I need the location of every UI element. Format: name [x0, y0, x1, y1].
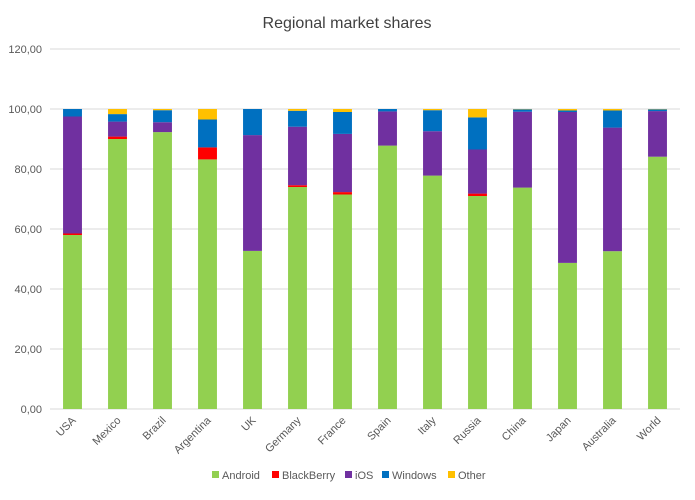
bar-windows-russia — [468, 117, 487, 150]
legend-swatch-windows — [382, 471, 389, 478]
y-axis-labels: 0,00 20,00 40,00 60,00 80,00 100,00 120,00 — [8, 44, 42, 416]
x-tick-label: Russia — [451, 414, 484, 447]
bar-android-argentina — [198, 159, 217, 409]
bar-ios-france — [333, 133, 352, 193]
bar-blackberry-argentina — [198, 147, 217, 160]
y-tick-label: 120,00 — [8, 44, 42, 56]
bar-ios-russia — [468, 149, 487, 194]
legend-swatch-blackberry — [272, 471, 279, 478]
legend-label-blackberry: BlackBerry — [282, 470, 336, 482]
bar-windows-world — [648, 109, 667, 112]
bar-windows-spain — [378, 109, 397, 112]
bar-ios-usa — [63, 116, 82, 234]
bar-android-china — [513, 187, 532, 409]
legend: Android BlackBerry iOS Windows Other — [212, 470, 486, 482]
x-tick-label: UK — [239, 414, 259, 434]
x-tick-label: Italy — [416, 414, 439, 437]
bar-ios-germany — [288, 126, 307, 186]
x-tick-label: Australia — [580, 414, 619, 453]
bar-android-japan — [558, 262, 577, 409]
y-tick-label: 100,00 — [8, 104, 42, 116]
legend-swatch-other — [448, 471, 455, 478]
bar-ios-japan — [558, 112, 577, 263]
bar-windows-argentina — [198, 119, 217, 148]
x-tick-label: Argentina — [172, 414, 214, 456]
bar-blackberry-russia — [468, 193, 487, 196]
legend-label-ios: iOS — [355, 470, 373, 482]
y-tick-label: 40,00 — [14, 284, 42, 296]
bar-other-japan — [558, 109, 577, 111]
bar-other-mexico — [108, 109, 127, 115]
bar-other-russia — [468, 109, 487, 118]
bar-other-italy — [423, 109, 442, 111]
bar-ios-china — [513, 111, 532, 188]
bar-windows-france — [333, 112, 352, 134]
bar-android-australia — [603, 251, 622, 409]
y-tick-label: 80,00 — [14, 164, 42, 176]
bar-android-usa — [63, 235, 82, 409]
x-tick-label: World — [635, 415, 664, 444]
bar-ios-brazil — [153, 122, 172, 133]
chart-title: Regional market shares — [263, 15, 432, 32]
bar-android-france — [333, 194, 352, 409]
bar-other-argentina — [198, 109, 217, 120]
bar-blackberry-usa — [63, 233, 82, 235]
bar-windows-brazil — [153, 110, 172, 123]
bar-ios-uk — [243, 135, 262, 251]
gridlines — [50, 48, 680, 410]
y-tick-label: 60,00 — [14, 224, 42, 236]
bar-android-russia — [468, 196, 487, 409]
bar-windows-australia — [603, 110, 622, 128]
legend-swatch-android — [212, 471, 219, 478]
bar-other-france — [333, 109, 352, 112]
x-tick-label: Mexico — [90, 415, 123, 448]
bar-windows-japan — [558, 110, 577, 112]
legend-swatch-ios — [345, 471, 352, 478]
bar-android-world — [648, 156, 667, 409]
bar-other-germany — [288, 109, 307, 111]
x-axis-labels: USA Mexico Brazil Argentina UK Germany France S… — [54, 414, 663, 456]
bar-android-italy — [423, 175, 442, 409]
y-tick-label: 20,00 — [14, 344, 42, 356]
legend-label-android: Android — [222, 470, 260, 482]
x-tick-label: Spain — [365, 415, 393, 443]
bar-windows-germany — [288, 110, 307, 127]
bar-windows-usa — [63, 109, 82, 117]
bar-windows-uk — [243, 109, 262, 136]
bar-blackberry-mexico — [108, 136, 127, 139]
x-tick-label: Germany — [263, 414, 304, 455]
x-tick-label: Brazil — [141, 415, 169, 443]
bars — [63, 109, 667, 409]
x-tick-label: France — [316, 415, 349, 448]
x-tick-label: China — [500, 414, 529, 443]
bar-windows-mexico — [108, 114, 127, 122]
bar-ios-spain — [378, 111, 397, 146]
legend-label-other: Other — [458, 470, 486, 482]
bar-android-uk — [243, 250, 262, 409]
bar-blackberry-germany — [288, 185, 307, 187]
bar-android-germany — [288, 187, 307, 409]
x-tick-label: USA — [54, 414, 79, 439]
bar-ios-world — [648, 111, 667, 157]
x-tick-label: Japan — [544, 415, 574, 445]
bar-android-spain — [378, 145, 397, 409]
bar-ios-australia — [603, 127, 622, 252]
bar-windows-china — [513, 109, 532, 112]
bar-other-brazil — [153, 109, 172, 111]
bar-other-australia — [603, 109, 622, 111]
bar-android-mexico — [108, 139, 127, 409]
bar-ios-italy — [423, 131, 442, 176]
legend-label-windows: Windows — [392, 470, 437, 482]
bar-ios-mexico — [108, 121, 127, 137]
bar-android-brazil — [153, 132, 172, 409]
bar-windows-italy — [423, 110, 442, 132]
y-tick-label: 0,00 — [21, 404, 42, 416]
bar-blackberry-france — [333, 192, 352, 195]
